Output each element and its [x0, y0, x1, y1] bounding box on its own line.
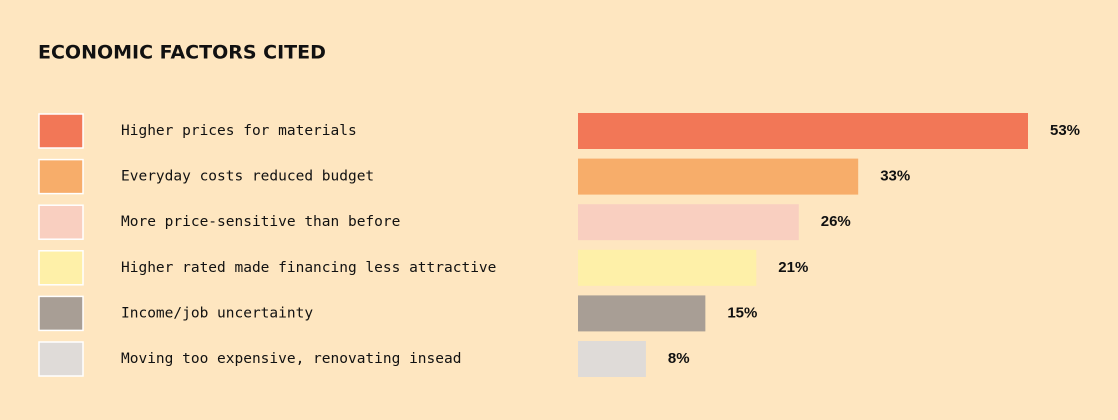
legend-swatch: [38, 341, 84, 377]
category-label: Income/job uncertainty: [121, 305, 313, 321]
category-label: Moving too expensive, renovating insead: [121, 351, 461, 367]
bar: [578, 204, 799, 241]
category-label: Higher rated made financing less attract…: [121, 260, 496, 276]
value-label: 33%: [880, 168, 910, 185]
bar: [578, 341, 646, 377]
chart-title: ECONOMIC FACTORS CITED: [38, 42, 326, 64]
category-label: Higher prices for materials: [121, 123, 357, 139]
value-label: 8%: [668, 350, 690, 367]
bar: [578, 158, 859, 195]
category-label: More price-sensitive than before: [121, 214, 400, 230]
value-label: 53%: [1050, 122, 1080, 139]
legend-swatch: [38, 250, 84, 286]
legend-swatch: [38, 295, 84, 332]
legend-swatch: [38, 204, 84, 240]
value-label: 26%: [821, 213, 851, 230]
legend-swatch: [38, 113, 84, 149]
legend-swatch: [38, 158, 84, 195]
value-label: 21%: [778, 259, 808, 276]
bar: [578, 249, 757, 286]
bar: [578, 113, 1028, 149]
bar: [578, 295, 706, 332]
category-label: Everyday costs reduced budget: [121, 169, 374, 185]
value-label: 15%: [727, 304, 757, 321]
